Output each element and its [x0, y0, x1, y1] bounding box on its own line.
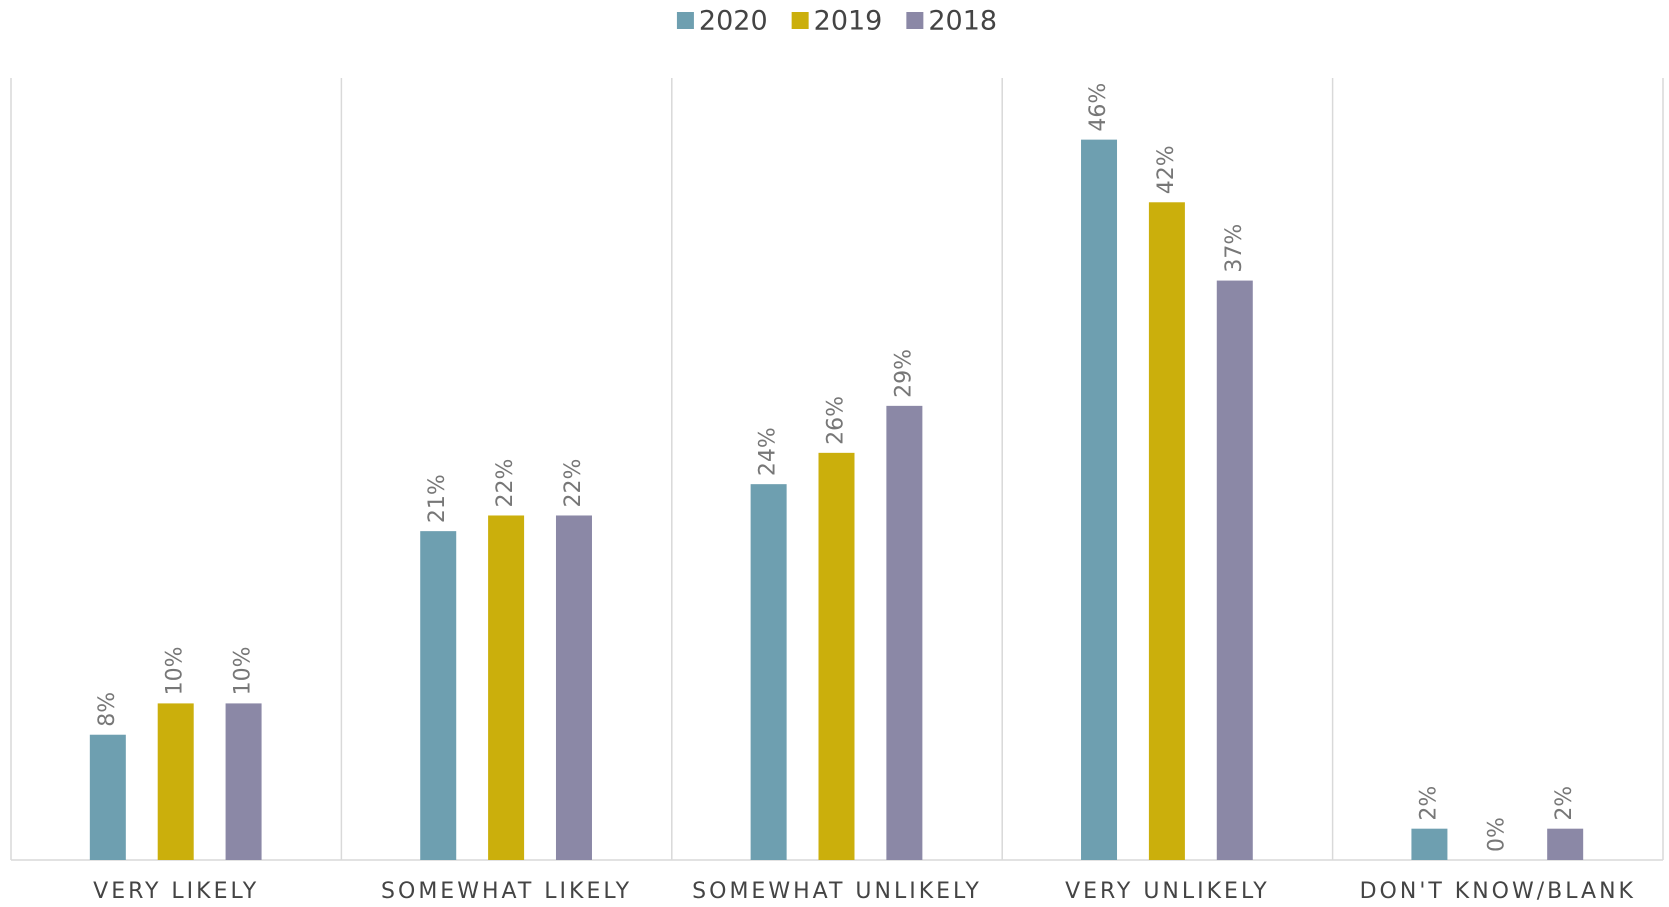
data-label: 26% [824, 396, 849, 445]
bar [1148, 202, 1185, 860]
legend-label: 2020 [699, 6, 768, 37]
legend-label: 2019 [814, 6, 883, 37]
data-label: 10% [231, 646, 256, 695]
data-label: 22% [561, 459, 586, 508]
bar [1547, 828, 1584, 860]
legend-swatch [791, 12, 809, 29]
bar [157, 703, 194, 860]
bar [488, 515, 525, 860]
x-tick-label: SOMEWHAT LIKELY [381, 879, 632, 904]
data-label: 10% [163, 646, 188, 695]
x-tick-label: DON'T KNOW/BLANK [1360, 879, 1636, 904]
legend-label: 2018 [928, 6, 997, 37]
bar [420, 531, 457, 860]
x-tick-label: VERY LIKELY [93, 879, 259, 904]
data-label: 29% [891, 349, 916, 398]
bar [555, 515, 592, 860]
data-label: 0% [1484, 817, 1509, 852]
data-label: 22% [493, 459, 518, 508]
data-label: 8% [95, 692, 120, 727]
legend-swatch [906, 12, 924, 29]
bar [225, 703, 262, 860]
x-tick-label: VERY UNLIKELY [1065, 879, 1270, 904]
data-label: 2% [1552, 786, 1577, 821]
bar [1216, 280, 1253, 861]
data-label: 21% [425, 474, 450, 523]
bar [886, 405, 923, 860]
bar [89, 734, 126, 860]
bar [1081, 139, 1118, 860]
bar [818, 452, 855, 860]
bar [1411, 828, 1448, 860]
bar [750, 484, 787, 860]
data-label: 42% [1154, 145, 1179, 194]
x-tick-label: SOMEWHAT UNLIKELY [692, 879, 982, 904]
data-label: 37% [1222, 224, 1247, 273]
legend-swatch [676, 12, 694, 29]
data-label: 46% [1086, 83, 1111, 132]
data-label: 24% [756, 427, 781, 476]
data-label: 2% [1416, 786, 1441, 821]
